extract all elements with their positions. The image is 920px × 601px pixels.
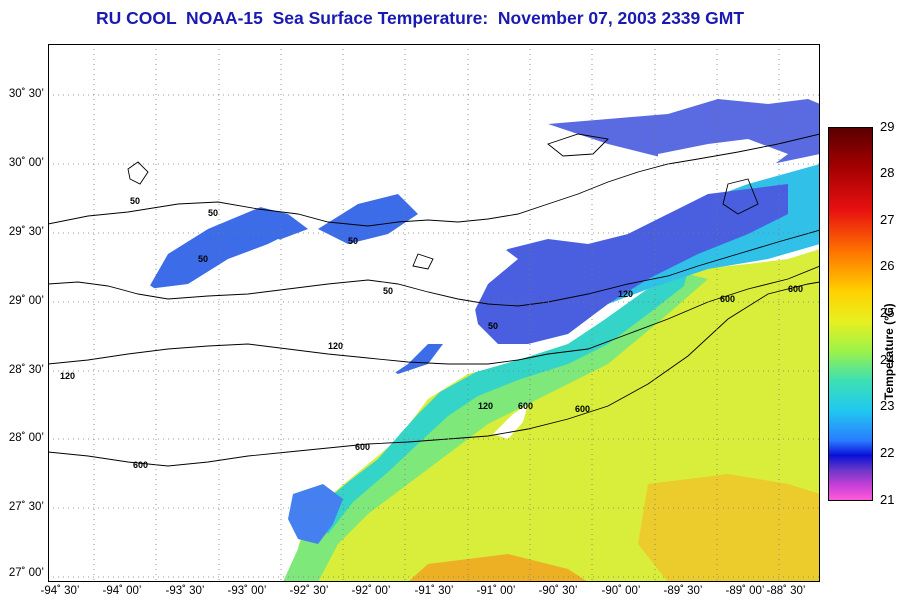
lon-label-93-30: -93˚ 30’ <box>165 585 205 597</box>
contour-label-50-f: 50 <box>488 321 498 331</box>
contour-label-120-d: 120 <box>618 289 633 299</box>
lon-label-91-00: -91˚ 00’ <box>476 585 516 597</box>
lat-label-27-00: 27˚ 00’ <box>8 567 44 579</box>
green-water-band <box>283 274 708 582</box>
contour-label-50-d: 50 <box>348 236 358 246</box>
temperature-colorbar <box>828 127 873 501</box>
lon-label-90-00: -90˚ 00’ <box>601 585 641 597</box>
contour-label-600-a: 600 <box>133 460 148 470</box>
colorbar-tick-23: 23 <box>880 398 895 413</box>
contour-label-120-a: 120 <box>60 371 75 381</box>
contour-label-50-b: 50 <box>208 208 218 218</box>
contour-label-50-c: 50 <box>198 254 208 264</box>
cyan-shelf-band <box>310 270 688 534</box>
contour-label-120-c: 120 <box>478 401 493 411</box>
contour-label-50-e: 50 <box>383 286 393 296</box>
orange-south-patch <box>408 554 588 582</box>
lon-label-92-30: -92˚ 30’ <box>289 585 329 597</box>
cold-shelf-delta <box>468 184 788 344</box>
contour-labels: 50 50 50 50 50 50 120 120 120 120 600 60… <box>60 196 803 470</box>
contour-label-120-b: 120 <box>328 341 343 351</box>
lon-label-88-30: -88˚ 30’ <box>766 585 806 597</box>
graticule <box>48 44 820 582</box>
colorbar-tick-22: 22 <box>880 445 895 460</box>
lat-label-29-00: 29˚ 00’ <box>8 295 44 307</box>
colorbar-tick-28: 28 <box>880 165 895 180</box>
lon-label-92-00: -92˚ 00’ <box>351 585 391 597</box>
contour-label-600-b: 600 <box>355 442 370 452</box>
colorbar-tick-26: 26 <box>880 258 895 273</box>
lat-label-30-00: 30˚ 00’ <box>8 157 44 169</box>
lon-label-94-30: -94˚ 30’ <box>40 585 80 597</box>
contour-label-600-d: 600 <box>518 401 533 411</box>
cloud-patch <box>493 404 528 439</box>
lon-label-90-30: -90˚ 30’ <box>538 585 578 597</box>
land-delta <box>658 139 788 184</box>
lat-label-28-00: 28˚ 00’ <box>8 432 44 444</box>
lon-label-89-00: -89˚ 00’ <box>725 585 765 597</box>
map-frame <box>48 44 820 582</box>
sst-map[interactable]: 50 50 50 50 50 50 120 120 120 120 600 60… <box>48 44 820 582</box>
lon-label-89-30: -89˚ 30’ <box>663 585 703 597</box>
contour-label-50-a: 50 <box>130 196 140 206</box>
cold-shelf-west <box>148 204 308 294</box>
colorbar-tick-24: 24 <box>880 352 895 367</box>
map-title: RU COOL NOAA-15 Sea Surface Temperature:… <box>95 8 745 28</box>
contour-label-600-f: 600 <box>788 284 803 294</box>
contour-label-600-e: 600 <box>720 294 735 304</box>
colorbar-tick-21: 21 <box>880 492 895 507</box>
lon-label-94-00: -94˚ 00’ <box>102 585 142 597</box>
colorbar-tick-25: 25 <box>880 305 895 320</box>
lon-label-91-30: -91˚ 30’ <box>414 585 454 597</box>
lat-label-28-30: 28˚ 30’ <box>8 364 44 376</box>
contour-label-600-c: 600 <box>575 404 590 414</box>
cold-shelf-southwest <box>288 484 343 544</box>
land-louisiana <box>48 194 518 384</box>
lon-label-93-00: -93˚ 00’ <box>227 585 267 597</box>
lat-label-29-30: 29˚ 30’ <box>8 226 44 238</box>
lat-label-30-30: 30˚ 30’ <box>8 88 44 100</box>
colorbar-label: Temperature (°C) <box>882 303 896 400</box>
cold-shelf-central <box>318 194 418 244</box>
colorbar-tick-29: 29 <box>880 119 895 134</box>
lat-label-27-30: 27˚ 30’ <box>8 501 44 513</box>
orange-warm-patch <box>638 474 820 582</box>
colorbar-tick-27: 27 <box>880 212 895 227</box>
